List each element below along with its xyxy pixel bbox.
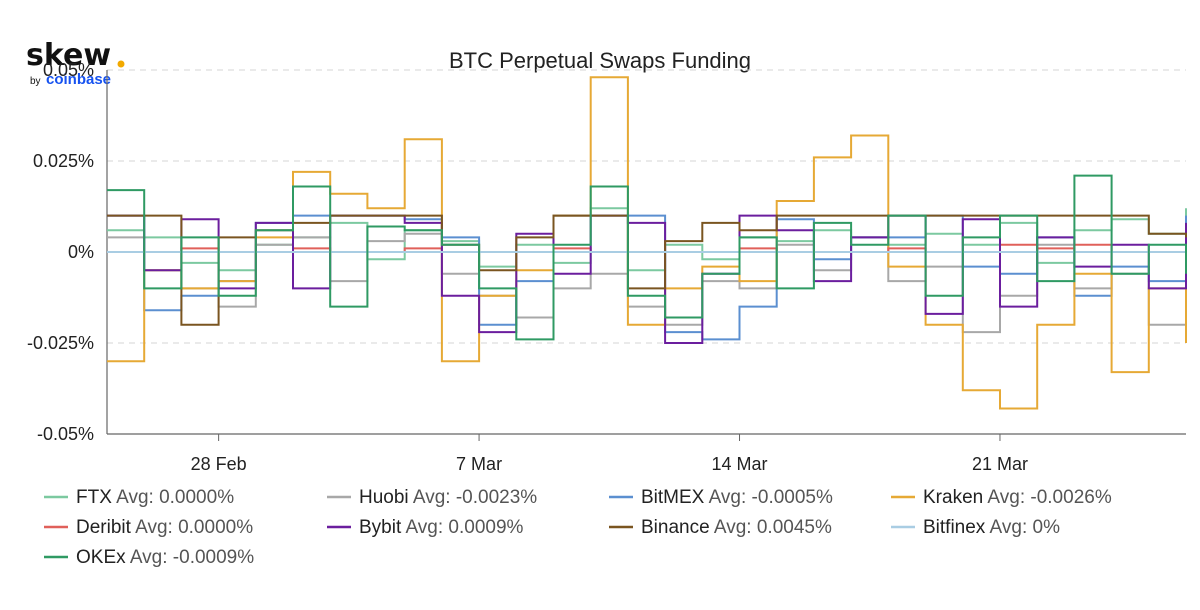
logo-skew-text: skew: [26, 38, 111, 73]
grid-lines: [107, 69, 1186, 344]
legend-series-name: OKEx: [76, 547, 126, 568]
legend-series-name: Bitfinex: [923, 517, 986, 538]
logo-dot-icon: [117, 60, 125, 68]
legend-series-avg: Avg: 0%: [985, 517, 1060, 538]
legend-label: BitMEX Avg: -0.0005%: [641, 487, 833, 508]
legend-label: Huobi Avg: -0.0023%: [359, 487, 537, 508]
logo-brand-text: coinbase: [46, 71, 111, 88]
legend-series-avg: Avg: 0.0000%: [112, 487, 234, 508]
legend-label: FTX Avg: 0.0000%: [76, 487, 234, 508]
series-line-ftx: [107, 207, 1187, 272]
legend-series-avg: Avg: 0.0045%: [710, 517, 832, 538]
legend-series-avg: Avg: -0.0023%: [409, 487, 538, 508]
series-line-bitmex: [107, 214, 1187, 341]
legend-series-avg: Avg: -0.0026%: [983, 487, 1112, 508]
legend-label: Binance Avg: 0.0045%: [641, 517, 832, 538]
series-lines: [107, 76, 1187, 410]
legend-series-name: Kraken: [923, 487, 983, 508]
legend-item-okex[interactable]: OKEx Avg: -0.0009%: [44, 547, 254, 568]
legend-series-name: Binance: [641, 517, 710, 538]
legend-item-deribit[interactable]: Deribit Avg: 0.0000%: [44, 517, 253, 538]
legend-label: Kraken Avg: -0.0026%: [923, 487, 1112, 508]
legend-item-bitfinex[interactable]: Bitfinex Avg: 0%: [891, 517, 1060, 538]
legend-series-avg: Avg: -0.0009%: [126, 547, 255, 568]
legend-item-bybit[interactable]: Bybit Avg: 0.0009%: [327, 517, 524, 538]
legend-series-name: Deribit: [76, 517, 132, 538]
series-line-huobi: [107, 232, 1187, 334]
y-tick-label: -0.025%: [27, 333, 94, 353]
series-line-kraken: [107, 76, 1187, 410]
legend-item-ftx[interactable]: FTX Avg: 0.0000%: [44, 487, 234, 508]
legend-item-binance[interactable]: Binance Avg: 0.0045%: [609, 517, 832, 538]
series-line-okex: [107, 174, 1187, 341]
chart-title: BTC Perpetual Swaps Funding: [449, 48, 751, 73]
legend-item-huobi[interactable]: Huobi Avg: -0.0023%: [327, 487, 537, 508]
legend-series-avg: Avg: 0.0000%: [131, 517, 253, 538]
series-line-deribit: [107, 243, 1186, 253]
legend-label: Bybit Avg: 0.0009%: [359, 517, 524, 538]
legend: FTX Avg: 0.0000% Huobi Avg: -0.0023% BitME…: [44, 487, 1112, 568]
x-axis: 28 Feb 7 Mar 14 Mar 21 Mar: [107, 433, 1186, 474]
legend-label: Deribit Avg: 0.0000%: [76, 517, 253, 538]
logo-by-text: by: [30, 76, 41, 87]
legend-label: OKEx Avg: -0.0009%: [76, 547, 254, 568]
y-tick-label: 0.05%: [43, 60, 94, 80]
legend-series-avg: Avg: 0.0009%: [401, 517, 523, 538]
y-tick-label: 0%: [68, 242, 94, 262]
x-tick-label: 28 Feb: [191, 454, 247, 474]
x-tick-label: 21 Mar: [972, 454, 1028, 474]
x-tick-label: 7 Mar: [456, 454, 502, 474]
y-tick-label: -0.05%: [37, 424, 94, 444]
legend-series-avg: Avg: -0.0005%: [704, 487, 833, 508]
legend-series-name: Huobi: [359, 487, 409, 508]
legend-series-name: Bybit: [359, 517, 402, 538]
x-tick-label: 14 Mar: [712, 454, 768, 474]
legend-series-name: BitMEX: [641, 487, 705, 508]
legend-label: Bitfinex Avg: 0%: [923, 517, 1060, 538]
legend-item-bitmex[interactable]: BitMEX Avg: -0.0005%: [609, 487, 833, 508]
skew-logo: skew by coinbase: [26, 38, 125, 88]
y-tick-label: 0.025%: [33, 151, 94, 171]
y-axis: -0.05% -0.025% 0% 0.025% 0.05%: [27, 60, 108, 444]
legend-item-kraken[interactable]: Kraken Avg: -0.0026%: [891, 487, 1112, 508]
legend-series-name: FTX: [76, 487, 112, 508]
